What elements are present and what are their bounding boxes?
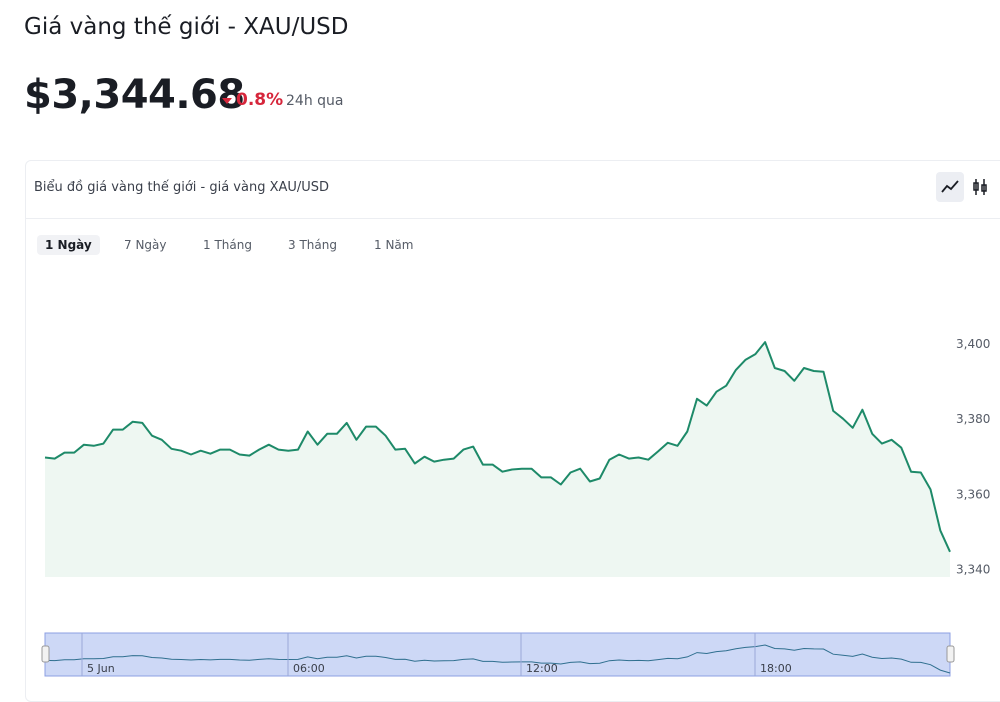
page-title: Giá vàng thế giới - XAU/USD (24, 14, 349, 40)
navigator-handle (41, 645, 50, 663)
navigator-handle (946, 645, 955, 663)
candle-icon[interactable] (973, 179, 987, 195)
card-title: Biểu đồ giá vàng thế giới - giá vàng XAU… (34, 180, 330, 195)
tab[interactable]: 1 Tháng (203, 238, 252, 252)
tab[interactable]: 3 Tháng (288, 238, 337, 252)
down-arrow (222, 98, 232, 104)
navigator-label: 18:00 (760, 662, 792, 675)
navigator-line (44, 644, 951, 674)
card-divider (25, 218, 1000, 219)
change: 0.8% (236, 90, 284, 110)
line-icon (941, 180, 959, 193)
navigator-label: 5 Jun (87, 662, 115, 675)
y-tick-label: 3,400 (956, 337, 990, 351)
tab[interactable]: 7 Ngày (124, 238, 167, 252)
area (45, 342, 950, 577)
price-line (44, 341, 951, 553)
price: $3,344.68 (24, 72, 245, 118)
navigator-label: 06:00 (293, 662, 325, 675)
line-icon-bg[interactable] (936, 172, 964, 202)
navigator (44, 632, 951, 677)
tab[interactable]: 1 Ngày (37, 235, 100, 255)
navigator-label: 12:00 (526, 662, 558, 675)
tab[interactable]: 1 Năm (374, 238, 414, 252)
y-tick-label: 3,340 (956, 562, 990, 576)
period: 24h qua (286, 93, 344, 109)
chart-type-switch (936, 172, 987, 202)
y-tick-label: 3,360 (956, 487, 990, 501)
y-tick-label: 3,380 (956, 412, 990, 426)
